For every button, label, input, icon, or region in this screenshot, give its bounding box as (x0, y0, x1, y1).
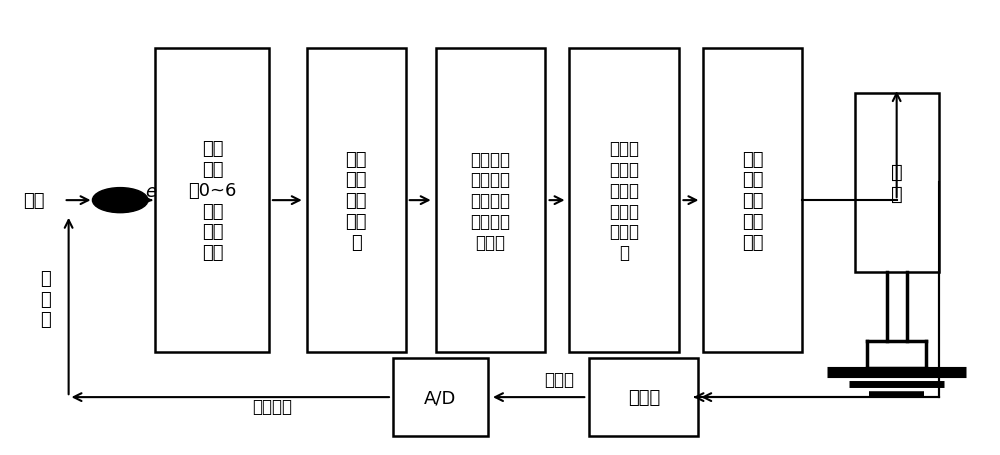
Text: 给定: 给定 (23, 192, 45, 210)
Text: 焊
枪: 焊 枪 (891, 162, 903, 203)
Circle shape (92, 188, 148, 213)
Bar (855, 93, 939, 272)
Bar (393, 358, 488, 436)
Text: 将不同位
置的偏差
值分配给
对应的焊
接单元: 将不同位 置的偏差 值分配给 对应的焊 接单元 (470, 150, 510, 251)
Text: 模拟量: 模拟量 (545, 370, 575, 389)
Text: e: e (145, 183, 156, 201)
Text: 存储
器存
储0~6
点位
置偏
差值: 存储 器存 储0~6 点位 置偏 差值 (188, 140, 237, 262)
Text: 反
馈
值: 反 馈 值 (40, 269, 51, 329)
Bar (155, 49, 269, 353)
Text: 角度
传感
器进
行分
区: 角度 传感 器进 行分 区 (345, 150, 367, 251)
Bar (569, 49, 678, 353)
Text: 相应位
置的偏
差值进
行左右
位置计
算: 相应位 置的偏 差值进 行左右 位置计 算 (609, 140, 639, 262)
Bar (307, 49, 406, 353)
Text: 运动
控制
机构
调整
位置: 运动 控制 机构 调整 位置 (742, 150, 764, 251)
Text: A/D: A/D (424, 388, 457, 406)
Bar (589, 358, 698, 436)
Bar (703, 49, 802, 353)
Text: 传感器: 传感器 (628, 388, 660, 406)
Bar (436, 49, 545, 353)
Text: 数字信号: 数字信号 (252, 397, 292, 415)
